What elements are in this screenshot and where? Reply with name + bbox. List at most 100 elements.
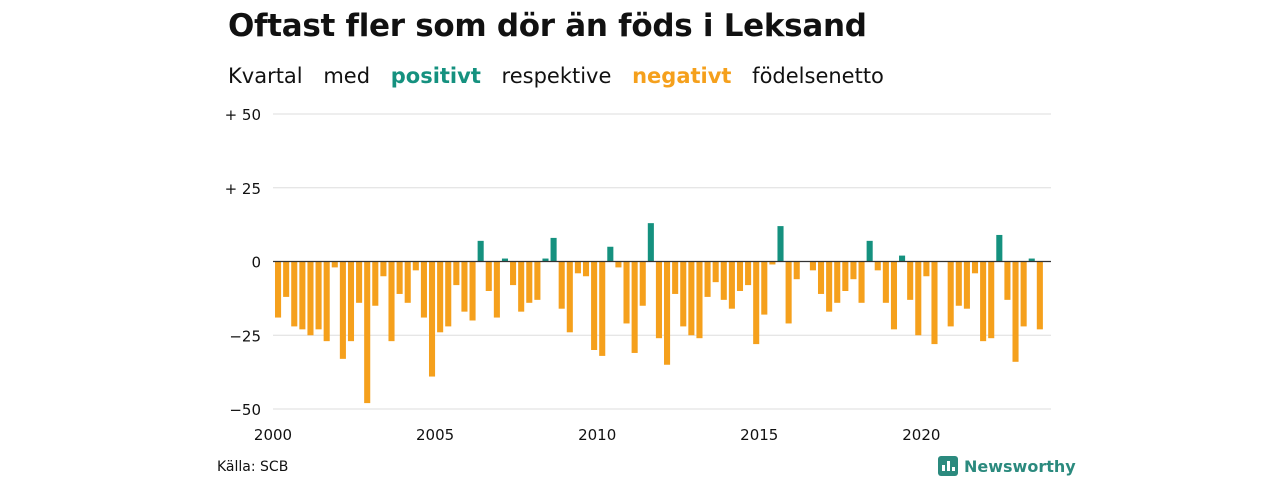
bar	[453, 261, 460, 286]
subtitle-text-kvartal: Kvartal	[228, 64, 303, 88]
bar	[1036, 261, 1043, 330]
bar	[631, 261, 638, 353]
bar	[347, 261, 355, 342]
bar	[510, 261, 517, 286]
bar	[996, 234, 1003, 262]
bar	[728, 261, 735, 309]
bar	[388, 261, 395, 342]
brand-logo: Newsworthy	[938, 456, 1076, 476]
bar	[404, 261, 411, 303]
bar	[947, 261, 954, 327]
bar	[526, 261, 533, 303]
bar	[639, 261, 646, 306]
subtitle-text-med: med	[323, 64, 371, 88]
bar	[980, 261, 987, 342]
bar	[745, 261, 752, 286]
bar	[915, 261, 922, 336]
bar	[753, 261, 760, 345]
bar	[704, 261, 711, 297]
bar	[761, 261, 768, 315]
bar	[1020, 261, 1027, 327]
x-tick-label: 2020	[902, 426, 940, 444]
bar	[607, 246, 614, 262]
bar	[396, 261, 403, 294]
bar	[461, 261, 468, 312]
bar	[1012, 261, 1019, 362]
bar	[720, 261, 727, 300]
bar	[712, 261, 719, 283]
bar	[445, 261, 452, 327]
y-tick-label: −50	[229, 401, 261, 419]
bar	[493, 261, 500, 318]
chart-title: Oftast fler som dör än föds i Leksand	[228, 8, 867, 44]
bar	[323, 261, 330, 342]
bar	[655, 261, 662, 339]
bar	[364, 261, 371, 404]
newsworthy-logo-icon	[938, 456, 958, 476]
subtitle-negative-label: negativt	[632, 64, 732, 88]
chart-subtitle: Kvartal med positivt respektive negativt…	[228, 64, 894, 88]
bar	[890, 261, 898, 330]
subtitle-text-respektive: respektive	[501, 64, 612, 88]
bar	[428, 261, 436, 377]
bar	[315, 261, 322, 330]
subtitle-text-fodelsenetto: födelsenetto	[752, 64, 884, 88]
subtitle-positive-label: positivt	[390, 64, 481, 88]
bar	[558, 261, 565, 309]
bar	[437, 261, 444, 333]
bar	[809, 261, 816, 271]
bar	[1028, 258, 1035, 262]
bar	[485, 261, 492, 291]
bar	[574, 261, 581, 274]
bar	[963, 261, 970, 309]
bar	[777, 226, 784, 262]
x-tick-label: 2015	[740, 426, 778, 444]
bar	[817, 261, 825, 294]
bar	[518, 261, 525, 312]
bar	[785, 261, 792, 324]
bar	[501, 258, 509, 262]
x-tick-label: 2005	[416, 426, 454, 444]
bar	[647, 223, 654, 262]
bar	[882, 261, 889, 303]
bar	[688, 261, 695, 336]
bar	[858, 261, 865, 303]
bar	[412, 261, 419, 271]
bar	[899, 255, 906, 262]
bar	[834, 261, 841, 303]
bar	[842, 261, 849, 291]
bar	[420, 261, 427, 318]
bar	[599, 261, 606, 356]
bar	[680, 261, 687, 327]
x-tick-label: 2000	[254, 426, 292, 444]
y-tick-label: 0	[251, 254, 261, 272]
bar	[550, 237, 557, 262]
bar	[331, 261, 338, 268]
bar	[542, 258, 549, 262]
bar	[283, 261, 290, 297]
bar	[826, 261, 833, 312]
bar	[769, 261, 776, 265]
bar	[971, 261, 979, 274]
bar	[850, 261, 857, 280]
x-tick-label: 2010	[578, 426, 616, 444]
bar	[955, 261, 962, 306]
brand-name: Newsworthy	[964, 456, 1076, 476]
bar	[672, 261, 679, 294]
bar	[299, 261, 306, 330]
bar	[380, 261, 387, 277]
bar	[582, 261, 590, 277]
bar	[907, 261, 914, 300]
bar	[372, 261, 379, 306]
y-tick-label: + 25	[225, 180, 261, 198]
y-tick-label: + 50	[225, 106, 261, 124]
bar	[477, 240, 484, 262]
bar	[566, 261, 573, 333]
bar	[931, 261, 938, 345]
bar	[534, 261, 541, 300]
bar	[923, 261, 930, 277]
source-note: Källa: SCB	[217, 459, 289, 475]
bar	[591, 261, 598, 350]
bar	[793, 261, 800, 280]
bar	[356, 261, 363, 303]
